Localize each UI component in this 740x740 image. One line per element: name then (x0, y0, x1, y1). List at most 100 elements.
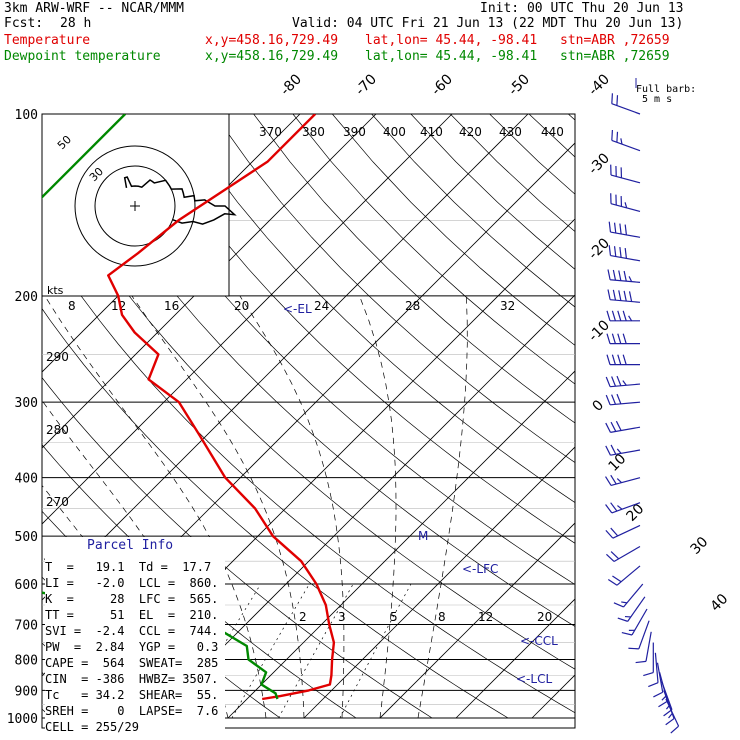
wind-barb-staff (610, 231, 641, 238)
wind-barb (605, 444, 641, 456)
mixing-ratio-label: 12 (111, 299, 126, 313)
isotherm-label: 40 (708, 591, 732, 615)
wind-barb-flag (624, 202, 628, 209)
wind-barb-flag (619, 247, 622, 258)
wind-barb-flag (606, 354, 611, 365)
mixing-ratio-line (278, 583, 354, 719)
dry-adiabat (213, 114, 575, 463)
annotation-label: <-EL (283, 302, 312, 316)
legend-dewpoint-xy: x,y=458.16,729.49 (205, 49, 339, 64)
mixing-ratio-label: 8 (438, 610, 446, 624)
wind-barb-flag (611, 354, 616, 365)
wind-barb-flag (616, 131, 619, 143)
pressure-label: 800 (15, 653, 38, 668)
isotherm-line (42, 114, 529, 601)
wind-barb-flag (611, 394, 617, 405)
wind-barb-flag (610, 421, 617, 432)
wind-barb-flag (643, 671, 654, 677)
pressure-label: 900 (15, 684, 38, 699)
wind-barb-flag (668, 713, 673, 719)
dry-adiabat (528, 114, 575, 158)
wind-barb (605, 524, 641, 539)
temperature-profile (107, 114, 336, 701)
wind-barb-flag (608, 221, 612, 233)
wind-barb (605, 474, 641, 486)
model-title: 3km ARW-WRF -- NCAR/MMM (4, 1, 185, 16)
mixing-ratio-label: 12 (478, 610, 493, 624)
wind-barb-flag (611, 93, 614, 104)
theta-label: 400 (383, 125, 406, 139)
wind-barb-staff (612, 524, 641, 539)
mixing-ratio-label: 32 (500, 299, 515, 313)
wind-barb-flag (612, 575, 622, 583)
moist-adiabat (131, 295, 305, 719)
wind-barb (653, 662, 664, 698)
legend-dewpoint: Dewpoint temperature (4, 49, 161, 64)
annotation-label: M (418, 529, 428, 543)
wind-barb-flag (605, 504, 613, 514)
wind-barb-flag (622, 380, 627, 386)
dry-adiabat (56, 114, 575, 627)
isotherm-label: 0 (590, 397, 608, 415)
wind-barb (608, 245, 641, 262)
theta-label: 390 (343, 125, 366, 139)
theta-label: 420 (459, 125, 482, 139)
wind-barb-flag (605, 376, 611, 387)
pressure-label: 600 (15, 578, 38, 593)
parcel-row: PW = 2.84 YGP = 0.3 (45, 640, 219, 654)
wind-barb-flag (622, 333, 627, 344)
wind-barb (635, 631, 652, 664)
wind-barb-flag (618, 290, 622, 301)
pressure-label: 400 (15, 472, 38, 487)
wind-barb-flag (607, 578, 618, 586)
theta-side-label: 290 (46, 350, 69, 364)
dry-adiabat (174, 114, 575, 504)
mixing-ratio-label: 24 (314, 299, 329, 313)
wind-barb-flag (623, 290, 627, 302)
wind-barb-flag (611, 333, 616, 344)
wind-barb (607, 289, 641, 303)
hodo-ring (94, 165, 176, 247)
hodograph-trace (123, 176, 237, 225)
wind-barb-flag (616, 448, 622, 454)
wind-barb (606, 545, 641, 562)
barb-key-unit: 5 m s (642, 94, 673, 105)
parcel-row: Tc = 34.2 SHEAR= 55. (45, 688, 219, 702)
isotherm-line (379, 522, 575, 719)
wind-barb-flag (606, 553, 615, 562)
wind-barb-staff (638, 620, 650, 650)
legend-temperature-latlon: lat,lon= 45.44, -98.41 (365, 33, 538, 48)
wind-barb-flag (610, 444, 617, 455)
wind-barb-flag (622, 354, 627, 365)
isotherm-line (227, 370, 575, 719)
parcel-row: SVI = -2.4 CCL = 744. (45, 624, 219, 638)
wind-barb-flag (618, 270, 622, 281)
wind-barb-staff (661, 681, 673, 710)
wind-barb-staff (616, 565, 641, 586)
wind-barb-flag (624, 247, 628, 259)
wind-barb-flag (607, 269, 611, 280)
wind-barb (611, 93, 641, 115)
parcel-row: LI = -2.0 LCL = 860. (45, 576, 219, 590)
wind-barb (607, 269, 641, 283)
wind-barb-flag (624, 224, 628, 235)
wind-barb-staff (610, 299, 641, 303)
wind-barb-flag (621, 601, 628, 604)
dry-adiabat (568, 114, 575, 121)
wind-barb-staff (610, 279, 641, 283)
mixing-ratio-label: 8 (68, 299, 76, 313)
moist-adiabat (417, 295, 468, 719)
wind-barb-staff (654, 652, 659, 683)
wind-barb-staff (611, 103, 641, 115)
wind-barb-flag (607, 289, 611, 300)
mixing-ratio-label: 28 (405, 299, 420, 313)
parcel-row: T = 19.1 Td = 17.7 (45, 560, 212, 574)
parcel-info-title: Parcel Info (87, 538, 174, 553)
mixing-ratio-label: 2 (299, 610, 307, 624)
pressure-label: 200 (15, 290, 38, 305)
wind-barb (648, 652, 659, 688)
wind-barb-flag (621, 631, 633, 636)
wind-barb-flag (612, 269, 617, 281)
pressure-label: 300 (15, 396, 38, 411)
